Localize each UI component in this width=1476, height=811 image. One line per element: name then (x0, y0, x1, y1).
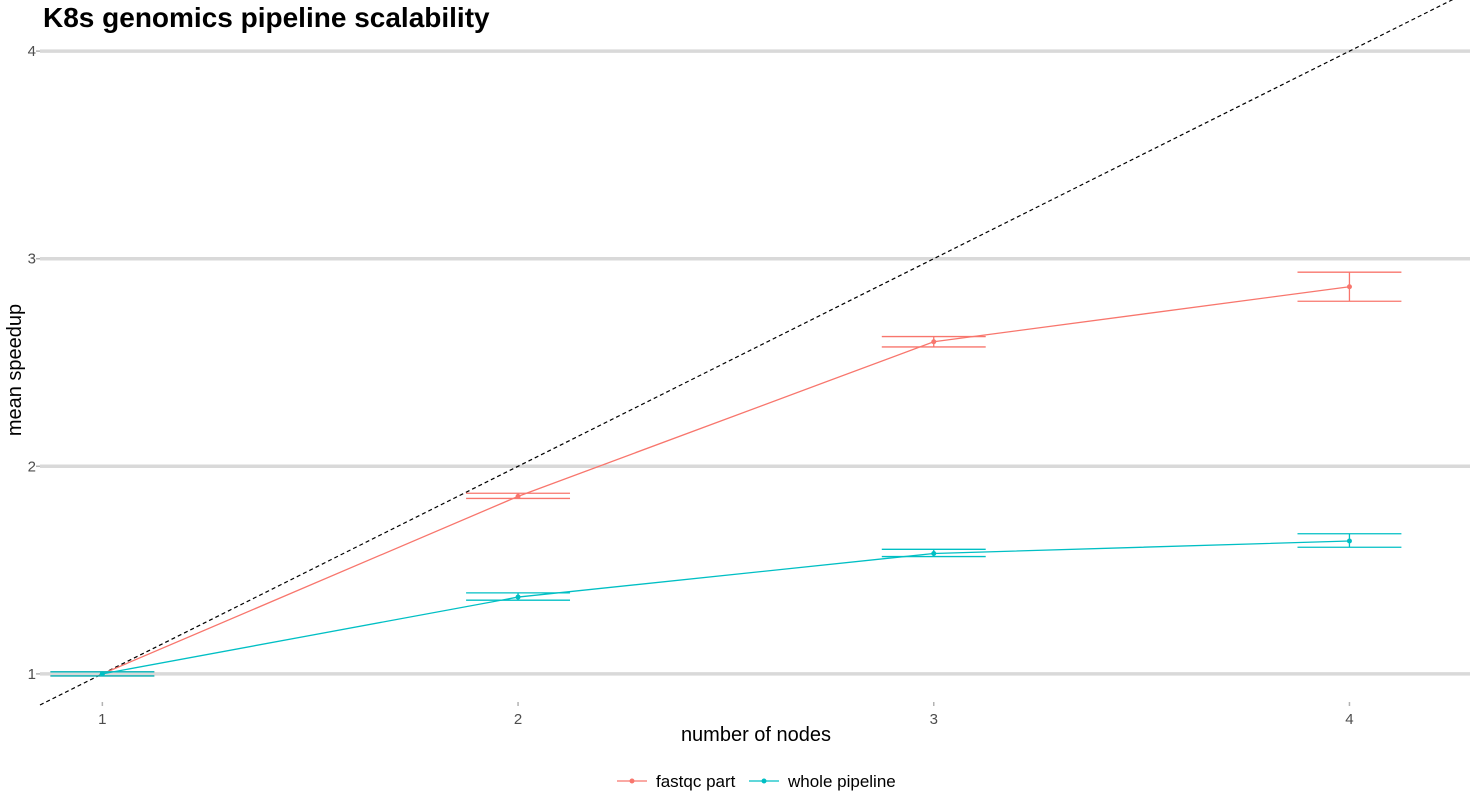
y-tick-label-4: 4 (28, 43, 36, 60)
legend-item-whole-pipeline: whole pipeline (749, 772, 896, 791)
data-point-0-3 (1346, 284, 1352, 290)
x-tick-label-1: 1 (98, 711, 106, 728)
legend-label-0: fastqc part (656, 772, 736, 791)
y-tick-label-3: 3 (28, 251, 36, 268)
legend-item-fastqc-part: fastqc part (617, 772, 736, 791)
x-tick-label-2: 2 (514, 711, 522, 728)
series-line-0 (102, 286, 1350, 675)
data-point-1-1 (515, 594, 521, 600)
legend-key-point-1 (761, 778, 767, 784)
series-line-1 (102, 540, 1350, 675)
axes: 1 2 3 4 1 2 3 4 (28, 43, 1354, 728)
chart-title: K8s genomics pipeline scalability (43, 2, 490, 33)
x-tick-label-3: 3 (930, 711, 938, 728)
x-tick-label-4: 4 (1345, 711, 1353, 728)
data-point-1-2 (931, 550, 937, 556)
legend-label-1: whole pipeline (787, 772, 896, 791)
series-fastqc-part (50, 271, 1402, 677)
y-tick-label-2: 2 (28, 458, 36, 475)
data-point-1-0 (99, 671, 105, 677)
legend: fastqc part whole pipeline (617, 772, 896, 791)
grid-lines (40, 49, 1470, 676)
x-axis-title: number of nodes (681, 724, 831, 746)
y-axis-title: mean speedup (4, 304, 26, 436)
reference-line-dashed (39, 0, 1454, 706)
legend-key-point-0 (629, 778, 635, 784)
series-layer (50, 271, 1402, 677)
data-point-1-3 (1346, 538, 1352, 544)
reference-line-layer (39, 0, 1454, 706)
data-point-0-2 (931, 339, 937, 345)
data-point-0-1 (515, 493, 521, 499)
series-whole-pipeline (50, 533, 1402, 677)
y-tick-label-1: 1 (28, 666, 36, 683)
